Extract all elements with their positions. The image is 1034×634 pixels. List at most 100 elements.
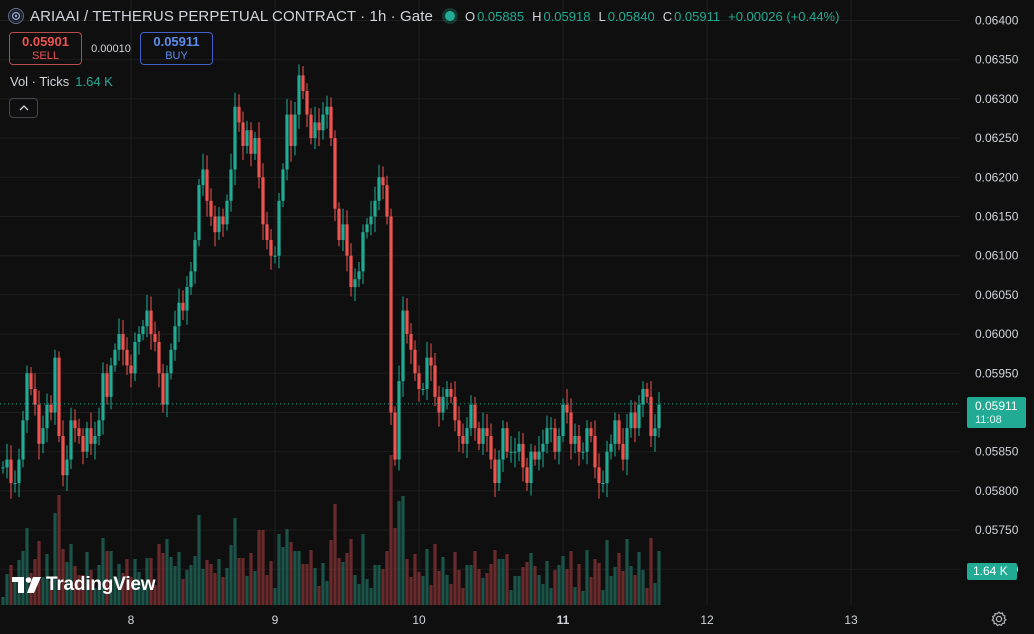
volume-bar (605, 540, 609, 605)
close-key: C (662, 8, 673, 24)
candle-body (617, 420, 621, 444)
symbol-title[interactable]: ARIAAI / TETHERUS PERPETUAL CONTRACT · 1… (30, 7, 433, 25)
candle-body (581, 451, 585, 453)
volume-bar (513, 576, 517, 605)
candle-body (221, 216, 225, 225)
chart-header: ARIAAI / TETHERUS PERPETUAL CONTRACT · 1… (8, 6, 847, 26)
gear-icon[interactable] (990, 610, 1008, 628)
volume-bar (477, 569, 481, 605)
candle-body (333, 138, 337, 209)
volume-bar (193, 556, 197, 605)
y-tick-label: 0.06300 (975, 92, 1019, 106)
x-tick-label: 9 (272, 613, 279, 627)
candle-body (637, 404, 641, 429)
volume-bar (165, 539, 169, 605)
candle-body (41, 428, 45, 444)
volume-bar (393, 528, 397, 605)
collapse-legend-button[interactable] (9, 98, 38, 118)
volume-bar (197, 515, 201, 605)
candle-body (153, 334, 157, 342)
volume-bar (405, 559, 409, 605)
volume-bar (485, 573, 489, 605)
volume-bar (389, 455, 393, 605)
candle-body (389, 216, 393, 413)
volume-bar (597, 563, 601, 605)
candle-body (89, 428, 93, 444)
volume-bar (89, 570, 93, 605)
candle-body (429, 357, 433, 366)
volume-bar (381, 569, 385, 605)
candle-body (281, 169, 285, 201)
candle-body (133, 341, 137, 374)
volume-bar (649, 538, 653, 605)
volume-bar (141, 581, 145, 605)
candle-body (521, 443, 525, 468)
candle-body (493, 459, 497, 484)
volume-bar (65, 562, 69, 605)
candle-body (77, 428, 81, 437)
candle-body (217, 216, 221, 233)
candle-body (177, 302, 181, 327)
candle-body (577, 436, 581, 452)
candle-body (317, 122, 321, 131)
candle-body (437, 396, 441, 413)
volume-bar (321, 563, 325, 605)
volume-bar (413, 554, 417, 605)
volume-bar (185, 570, 189, 605)
candle-body (169, 349, 173, 374)
candle-body (549, 428, 553, 430)
trade-panel: 0.05901 SELL 0.00010 0.05911 BUY (9, 32, 213, 65)
candle-body (173, 326, 177, 350)
candle-body (241, 122, 245, 146)
sell-button[interactable]: 0.05901 SELL (9, 32, 82, 65)
candle-body (541, 443, 545, 452)
candle-body (205, 169, 209, 201)
candle-body (337, 208, 341, 241)
candle-body (377, 177, 381, 201)
candle-body (501, 428, 505, 460)
candle-body (485, 428, 489, 437)
volume-bar (281, 547, 285, 605)
ohlc-legend: O 0.05885 H 0.05918 L 0.05840 C 0.05911 +0.0… (465, 9, 847, 24)
candle-body (117, 334, 121, 350)
volume-legend[interactable]: Vol · Ticks 1.64 K (10, 74, 113, 89)
volume-bar (285, 529, 289, 605)
volume-bar (273, 588, 277, 605)
y-tick-label: 0.05950 (975, 366, 1019, 380)
candle-body (301, 75, 305, 92)
volume-bar (489, 564, 493, 605)
volume-bar (421, 576, 425, 605)
volume-bar (69, 544, 73, 605)
volume-bar (625, 539, 629, 605)
high-key: H (532, 8, 542, 24)
candle-body (245, 130, 249, 146)
x-tick-label: 11 (557, 613, 570, 627)
volume-bar (645, 588, 649, 605)
volume-bar (257, 530, 261, 605)
volume-bar (309, 550, 313, 605)
volume-bar (373, 565, 377, 605)
buy-button[interactable]: 0.05911 BUY (140, 32, 213, 65)
volume-bar (125, 559, 129, 605)
volume-bar (269, 561, 273, 605)
volume-bar (633, 575, 637, 605)
candle-body (141, 326, 145, 335)
tradingview-logo[interactable]: TradingView (12, 574, 156, 596)
candle-body (573, 436, 577, 444)
volume-bar (657, 551, 661, 605)
candle-body (253, 138, 257, 154)
volume-bar (113, 578, 117, 605)
candle-body (185, 287, 189, 311)
candle-body (273, 255, 277, 257)
candle-body (653, 428, 657, 437)
candle-body (525, 467, 529, 484)
volume-bar (573, 587, 577, 605)
volume-bar (349, 539, 353, 605)
candle-body (481, 428, 485, 444)
volume-bar (557, 565, 561, 605)
candle-body (529, 451, 533, 484)
candle-body (509, 451, 513, 453)
candle-body (597, 467, 601, 484)
